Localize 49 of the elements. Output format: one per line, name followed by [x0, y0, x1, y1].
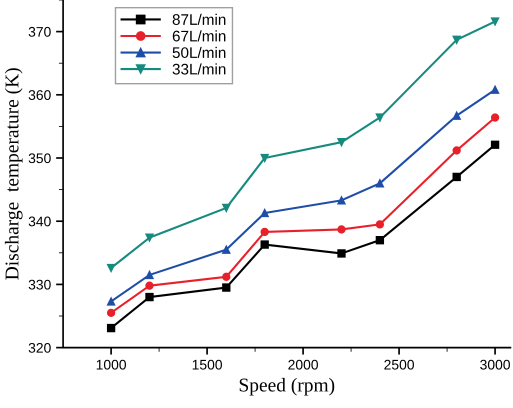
point — [490, 17, 500, 26]
point — [106, 297, 116, 306]
point — [106, 324, 116, 332]
point — [337, 196, 346, 205]
point — [490, 86, 500, 94]
legend-label: 67L/min — [172, 30, 226, 42]
point — [452, 172, 461, 182]
y-tick-label: 330 — [28, 280, 51, 290]
point — [337, 225, 346, 234]
point — [145, 282, 154, 290]
x-tick-label: 2000 — [288, 360, 318, 370]
point — [337, 249, 346, 258]
y-tick-label: 350 — [28, 153, 51, 164]
point — [222, 245, 230, 254]
point — [106, 264, 116, 272]
point — [452, 36, 461, 44]
point — [222, 272, 230, 281]
x-tick-label: 1500 — [192, 360, 222, 370]
point — [222, 204, 230, 212]
point — [376, 236, 384, 244]
y-tick-label: 320 — [28, 342, 51, 353]
y-tick-label: 340 — [28, 216, 51, 226]
point — [490, 140, 500, 149]
point — [145, 233, 154, 242]
x-tick-label: 3000 — [480, 360, 510, 370]
y-axis-title: Discharge temperature (K) — [4, 68, 23, 280]
point — [222, 283, 230, 292]
point — [337, 138, 346, 146]
point — [376, 220, 384, 229]
point — [260, 154, 269, 162]
x-tick-label: 2500 — [384, 360, 414, 370]
x-axis-title: Speed (rpm) — [240, 378, 334, 396]
point — [452, 111, 461, 120]
point — [260, 208, 269, 218]
point — [145, 270, 154, 280]
y-tick-label: 360 — [28, 90, 51, 100]
point — [490, 113, 500, 122]
x-tick-label: 1000 — [96, 360, 126, 370]
point — [260, 240, 269, 249]
legend-label: 50L/min — [172, 46, 226, 58]
point — [145, 292, 154, 302]
point — [376, 113, 384, 122]
point — [260, 228, 269, 236]
legend-label: 87L/min — [172, 14, 226, 25]
legend-label: 33L/min — [172, 63, 226, 75]
y-tick-label: 370 — [28, 26, 51, 37]
point — [452, 146, 461, 155]
point — [106, 308, 116, 318]
point — [376, 179, 384, 188]
